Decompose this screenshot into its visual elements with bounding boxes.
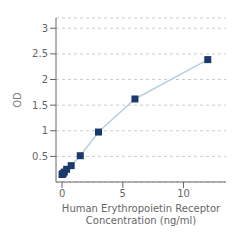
svg-text:1: 1 [42,125,48,136]
svg-text:Human Erythropoietin ReceptorC: Human Erythropoietin ReceptorConcentrati… [62,203,221,226]
svg-text:3: 3 [42,23,48,34]
svg-text:10: 10 [177,188,190,199]
svg-text:5: 5 [120,188,126,199]
svg-text:0.5: 0.5 [32,151,48,162]
svg-text:1.5: 1.5 [32,100,48,111]
svg-text:2: 2 [42,74,48,85]
svg-text:0: 0 [59,188,65,199]
svg-text:2.5: 2.5 [32,48,48,59]
svg-text:OD: OD [12,92,23,108]
